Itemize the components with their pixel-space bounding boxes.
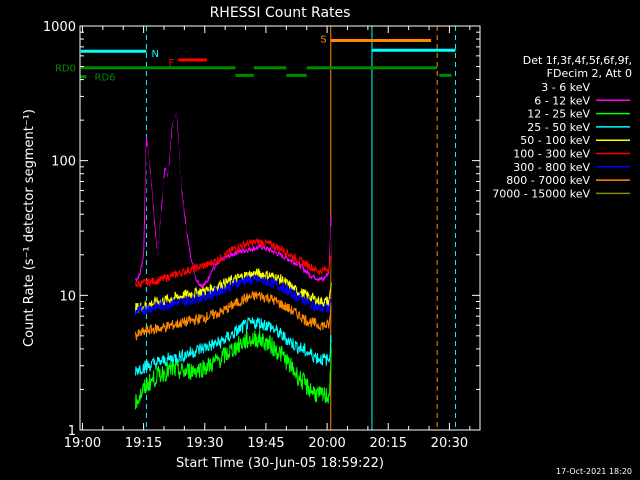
footer-date: 17-Oct-2021 18:20 <box>556 467 632 476</box>
legend-label: 12 - 25 keV <box>527 108 590 121</box>
x-tick-label: 20:00 <box>308 436 345 451</box>
y-tick-label: 1000 <box>43 20 76 35</box>
legend-label: 25 - 50 keV <box>527 121 590 134</box>
flag-label-rd6: RD6 <box>95 73 116 84</box>
series-line <box>135 290 332 341</box>
legend-label: 800 - 7000 keV <box>506 174 590 187</box>
flag-label-s: S <box>320 35 326 46</box>
flag-label-f: F <box>169 58 175 69</box>
series-line <box>135 273 332 316</box>
legend-label: 7000 - 15000 keV <box>492 187 590 200</box>
legend-header-2: FDecim 2, Att 0 <box>547 67 632 80</box>
y-tick-label: 1 <box>68 424 76 439</box>
chart-title: RHESSI Count Rates <box>210 5 351 21</box>
x-tick-label: 19:45 <box>247 436 284 451</box>
series-line <box>135 238 332 288</box>
plot-frame <box>79 25 481 431</box>
y-axis-label: Count Rate (s⁻¹ detector segment⁻¹) <box>22 109 37 347</box>
x-axis-label: Start Time (30-Jun-05 18:59:22) <box>176 456 384 471</box>
x-tick-label: 19:15 <box>125 436 162 451</box>
y-tick-label: 100 <box>51 155 76 170</box>
x-tick-label: 19:00 <box>64 436 101 451</box>
axes: 19:00 19:15 19:30 19:45 20:00 20:15 20:30 1 10 10… <box>43 20 481 451</box>
x-tick-label: 19:30 <box>186 436 223 451</box>
x-tick-label: 20:30 <box>431 436 468 451</box>
plot-area: NF S RD0 RD6 <box>55 26 457 430</box>
legend-label: 50 - 100 keV <box>520 134 590 147</box>
legend-label: 6 - 12 keV <box>534 94 590 107</box>
flag-label-rd0: RD0 <box>55 64 76 75</box>
legend-label: 100 - 300 keV <box>513 148 590 161</box>
legend-label: 300 - 800 keV <box>513 161 590 174</box>
legend: Det 1f,3f,4f,5f,6f,9f, FDecim 2, Att 0 3… <box>492 54 632 200</box>
series-line <box>135 317 332 376</box>
series-line <box>135 330 332 410</box>
legend-header-1: Det 1f,3f,4f,5f,6f,9f, <box>523 54 632 67</box>
legend-label: 3 - 6 keV <box>541 81 590 94</box>
x-tick-label: 20:15 <box>370 436 407 451</box>
flag-label-n: N <box>151 49 158 60</box>
y-tick-label: 10 <box>59 289 76 304</box>
